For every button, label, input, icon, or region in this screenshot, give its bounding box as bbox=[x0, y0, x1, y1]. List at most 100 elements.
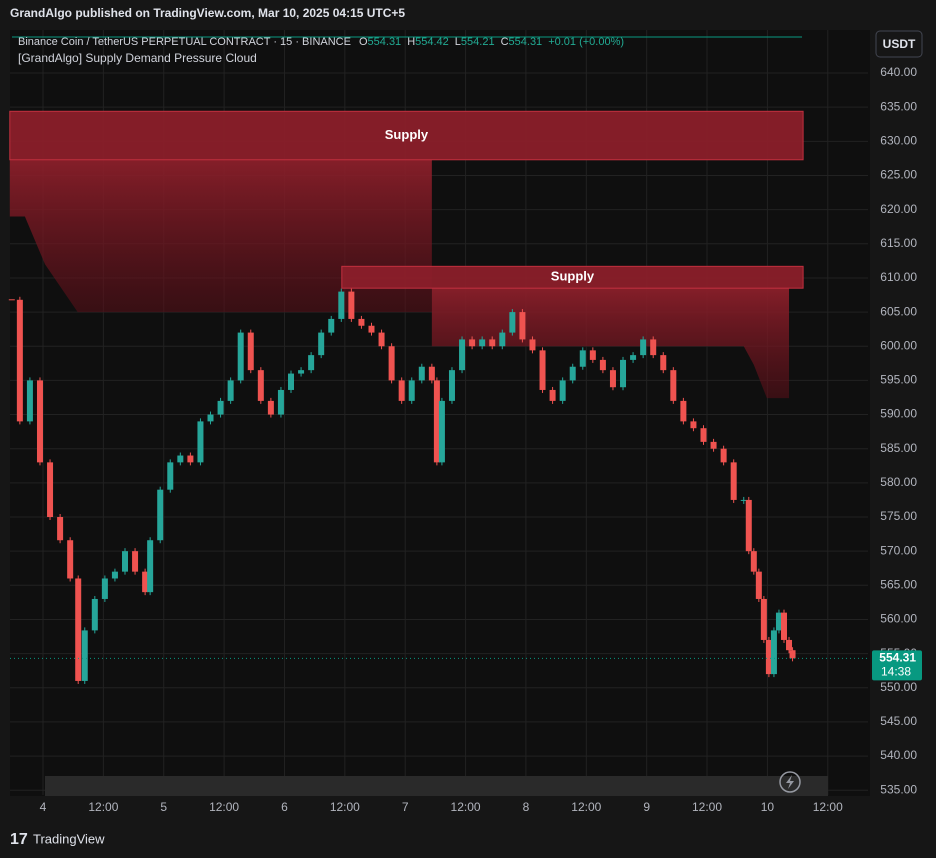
candle bbox=[207, 414, 214, 422]
currency-label[interactable]: USDT bbox=[883, 37, 916, 51]
candle bbox=[81, 630, 88, 681]
indicator: [GrandAlgo] Supply Demand Pressure Cloud bbox=[18, 51, 257, 65]
candle bbox=[609, 370, 616, 388]
candle bbox=[750, 551, 757, 572]
ohlc-key: L bbox=[455, 36, 461, 48]
candle bbox=[111, 571, 118, 579]
candle bbox=[157, 489, 164, 541]
ohlc-value: 554.31 bbox=[368, 36, 402, 48]
candle bbox=[509, 312, 516, 333]
candle bbox=[469, 339, 476, 347]
last-price-label: 554.31 bbox=[879, 650, 916, 664]
y-tick-label: 610.00 bbox=[880, 270, 917, 284]
candle bbox=[740, 499, 747, 501]
x-tick-label: 9 bbox=[643, 800, 650, 814]
x-tick-label: 4 bbox=[40, 800, 47, 814]
candle bbox=[775, 612, 782, 631]
candle bbox=[650, 339, 657, 356]
candle bbox=[433, 380, 440, 463]
candle bbox=[755, 571, 762, 599]
candle bbox=[670, 370, 677, 401]
zone-label: Supply bbox=[551, 269, 595, 284]
candle bbox=[519, 312, 526, 340]
y-tick-label: 615.00 bbox=[880, 236, 917, 250]
candle bbox=[620, 359, 627, 388]
candle bbox=[569, 366, 576, 381]
y-tick-label: 545.00 bbox=[880, 714, 917, 728]
candle bbox=[197, 421, 204, 463]
candle bbox=[418, 366, 425, 381]
zone-label: Supply bbox=[385, 127, 429, 142]
x-tick-label: 12:00 bbox=[209, 800, 239, 814]
candle bbox=[549, 389, 556, 401]
x-tick-label: 5 bbox=[160, 800, 167, 814]
y-tick-label: 560.00 bbox=[880, 612, 917, 626]
lightning-icon[interactable] bbox=[779, 771, 801, 793]
y-tick-label: 565.00 bbox=[880, 577, 917, 591]
candle bbox=[318, 332, 325, 356]
candle bbox=[730, 462, 737, 500]
y-tick-label: 585.00 bbox=[880, 441, 917, 455]
candle bbox=[599, 359, 606, 371]
candle bbox=[789, 650, 796, 659]
y-tick-label: 640.00 bbox=[880, 65, 917, 79]
candle bbox=[16, 299, 23, 422]
ohlc-key: C bbox=[501, 36, 509, 48]
ohlc-key: O bbox=[359, 36, 368, 48]
candle bbox=[579, 350, 586, 367]
candle bbox=[559, 380, 566, 401]
candle bbox=[338, 291, 345, 319]
candle bbox=[710, 441, 717, 449]
footer: TradingView bbox=[33, 831, 105, 846]
candle bbox=[428, 366, 435, 381]
candle bbox=[529, 339, 536, 351]
candle bbox=[499, 332, 506, 347]
y-tick-label: 570.00 bbox=[880, 543, 917, 557]
publisher: GrandAlgo published on TradingView.com, … bbox=[10, 6, 405, 20]
candle bbox=[690, 421, 697, 429]
x-tick-label: 12:00 bbox=[813, 800, 843, 814]
y-tick-label: 620.00 bbox=[880, 202, 917, 216]
candle bbox=[459, 339, 466, 371]
candle bbox=[680, 400, 687, 422]
y-tick-label: 575.00 bbox=[880, 509, 917, 523]
candle bbox=[36, 380, 43, 463]
candle bbox=[187, 455, 194, 463]
ohlc-value: 554.31 bbox=[509, 36, 543, 48]
countdown: 14:38 bbox=[881, 664, 911, 678]
y-tick-label: 550.00 bbox=[880, 680, 917, 694]
candle bbox=[760, 598, 767, 640]
candle bbox=[640, 339, 647, 356]
pressure-cloud bbox=[9, 159, 432, 313]
candle bbox=[438, 400, 445, 463]
candle bbox=[448, 370, 455, 401]
candle bbox=[700, 428, 707, 442]
candle bbox=[67, 540, 74, 579]
last-price-box bbox=[872, 650, 922, 681]
candle bbox=[121, 551, 128, 572]
candle bbox=[227, 380, 234, 401]
x-tick-label: 12:00 bbox=[330, 800, 360, 814]
candle bbox=[91, 598, 98, 631]
symbol: Binance Coin / TetherUS PERPETUAL CONTRA… bbox=[18, 36, 351, 48]
candle bbox=[539, 350, 546, 390]
candle bbox=[479, 339, 486, 347]
candle bbox=[26, 380, 33, 422]
candle bbox=[368, 325, 375, 333]
plot: Supply Supply bbox=[8, 30, 868, 795]
candle bbox=[489, 339, 496, 347]
candle bbox=[47, 462, 54, 518]
candle bbox=[217, 400, 224, 415]
currency-button[interactable] bbox=[875, 30, 923, 58]
candle bbox=[247, 332, 254, 371]
y-tick-label: 540.00 bbox=[880, 748, 917, 762]
candle bbox=[237, 332, 244, 381]
legend: Binance Coin / TetherUS PERPETUAL CONTRA… bbox=[18, 36, 624, 48]
volume-band bbox=[45, 776, 828, 796]
y-tick-label: 535.00 bbox=[880, 782, 917, 796]
candle bbox=[589, 350, 596, 360]
candle bbox=[298, 370, 305, 374]
candle bbox=[147, 540, 154, 593]
x-tick-label: 6 bbox=[281, 800, 288, 814]
